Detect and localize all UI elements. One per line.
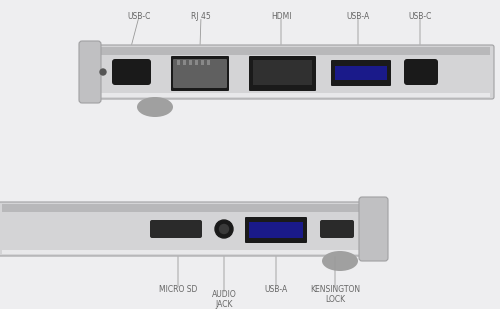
- Circle shape: [220, 225, 228, 234]
- Text: USB-A: USB-A: [346, 12, 370, 21]
- FancyBboxPatch shape: [249, 56, 316, 91]
- FancyBboxPatch shape: [0, 202, 380, 256]
- Bar: [249, 222, 303, 238]
- Text: KENSINGTON
LOCK: KENSINGTON LOCK: [310, 285, 360, 304]
- Bar: [89, 47, 490, 55]
- FancyBboxPatch shape: [150, 220, 202, 238]
- Bar: [2, 250, 376, 254]
- Text: USB-A: USB-A: [264, 285, 287, 294]
- Bar: [253, 60, 312, 85]
- Ellipse shape: [322, 251, 358, 271]
- Bar: [335, 66, 387, 80]
- Bar: [89, 93, 490, 97]
- FancyBboxPatch shape: [112, 59, 151, 85]
- FancyBboxPatch shape: [359, 197, 388, 261]
- FancyBboxPatch shape: [320, 220, 354, 238]
- Text: HDMI: HDMI: [271, 12, 291, 21]
- Text: MICRO SD: MICRO SD: [159, 285, 197, 294]
- FancyBboxPatch shape: [173, 59, 227, 88]
- Bar: [2, 204, 376, 212]
- Text: RJ 45: RJ 45: [191, 12, 211, 21]
- Bar: [177, 60, 180, 65]
- Text: AUDIO
JACK: AUDIO JACK: [212, 290, 236, 309]
- FancyBboxPatch shape: [79, 41, 101, 103]
- Bar: [207, 60, 210, 65]
- Circle shape: [215, 220, 233, 238]
- Ellipse shape: [137, 97, 173, 117]
- FancyBboxPatch shape: [331, 60, 391, 86]
- FancyBboxPatch shape: [171, 56, 229, 91]
- FancyBboxPatch shape: [85, 45, 494, 99]
- FancyBboxPatch shape: [245, 217, 307, 243]
- Bar: [183, 60, 186, 65]
- Circle shape: [100, 69, 106, 75]
- FancyBboxPatch shape: [404, 59, 438, 85]
- Bar: [195, 60, 198, 65]
- Bar: [201, 60, 204, 65]
- Text: USB-C: USB-C: [128, 12, 150, 21]
- Text: USB-C: USB-C: [408, 12, 432, 21]
- Bar: [189, 60, 192, 65]
